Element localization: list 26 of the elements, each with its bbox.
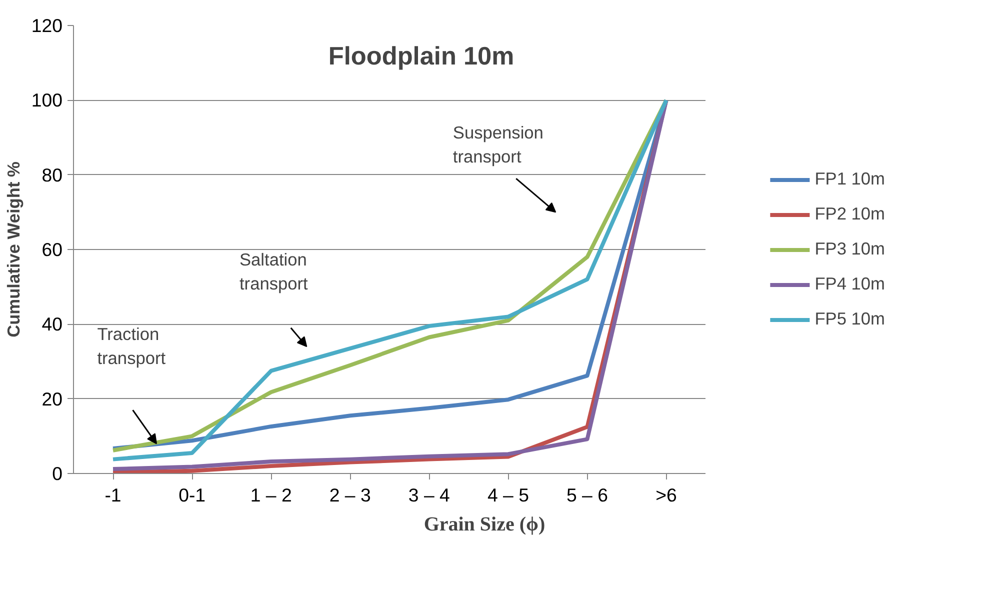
x-tick-label: 4 – 5 <box>487 484 529 506</box>
x-axis-title: Grain Size (ϕ) <box>424 514 546 536</box>
x-tick-label: -1 <box>104 484 122 506</box>
annotation: Saltation transport <box>239 250 308 294</box>
annotation: Traction transport <box>97 324 166 368</box>
y-tick-label: 20 <box>42 388 63 410</box>
y-tick-label: 0 <box>52 463 63 484</box>
x-tick-label: 3 – 4 <box>408 484 450 506</box>
y-tick-label: 100 <box>31 90 63 111</box>
legend-label: FP2 10m <box>814 204 885 224</box>
x-tick-label: 2 – 3 <box>329 484 371 506</box>
y-tick-label: 40 <box>42 314 63 335</box>
y-axis-title: Cumulative Weight % <box>3 162 24 338</box>
y-tick-label: 120 <box>31 15 63 36</box>
text: Floodplain 10m <box>328 42 514 70</box>
legend-label: FP3 10m <box>814 238 885 260</box>
x-tick-label: 1 – 2 <box>250 484 292 506</box>
legend-label: FP4 10m <box>814 274 885 294</box>
legend-label: FP5 10m <box>814 308 885 330</box>
annotation: Suspension transport <box>452 122 544 167</box>
x-tick-label: 5 – 6 <box>566 484 608 506</box>
y-tick-label: 80 <box>42 164 63 186</box>
x-tick-label: 0-1 <box>178 484 206 506</box>
legend-label: FP1 10m <box>814 168 885 190</box>
x-tick-label: >6 <box>656 484 677 506</box>
y-tick-label: 60 <box>42 239 63 260</box>
